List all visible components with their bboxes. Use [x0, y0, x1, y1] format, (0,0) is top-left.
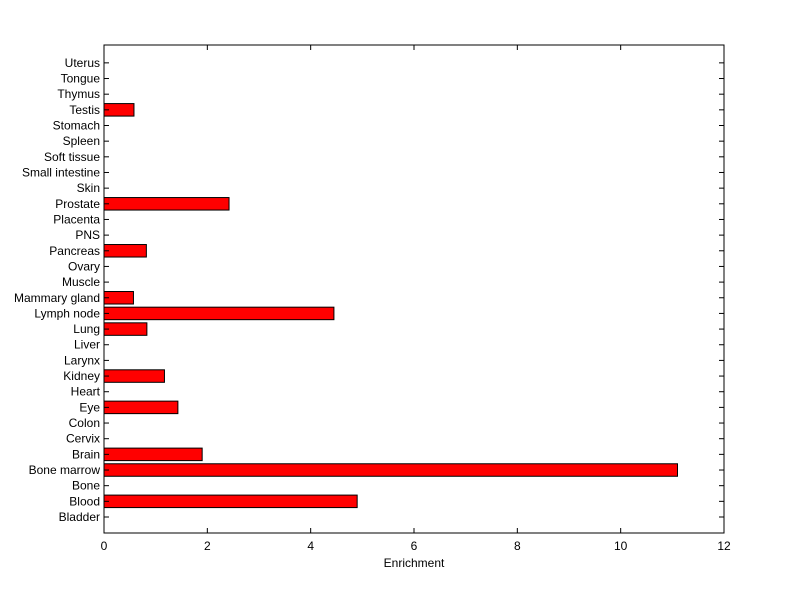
bar-blood — [103, 494, 358, 509]
bar-prostate — [103, 197, 230, 211]
y-tick-label: Bone marrow — [29, 463, 101, 477]
y-tick-label: Soft tissue — [44, 150, 100, 164]
bar-kidney — [103, 369, 165, 383]
plot-frame — [103, 44, 725, 534]
x-tick-label: 10 — [614, 539, 628, 553]
y-tick-label: Brain — [72, 447, 100, 461]
y-tick-label: Mammary gland — [14, 291, 100, 305]
bar-bone-marrow — [103, 463, 678, 477]
bar-lung — [103, 322, 148, 336]
bar-brain — [103, 447, 203, 462]
y-tick-label: Pancreas — [49, 244, 100, 258]
bar-lymph-node — [103, 306, 335, 321]
bar-eye — [103, 400, 179, 415]
x-tick-label: 4 — [307, 539, 314, 553]
x-axis-ticks: 0 2 4 6 8 10 12 — [101, 45, 731, 553]
bar-pancreas — [103, 244, 147, 258]
y-tick-label: Small intestine — [22, 165, 100, 179]
x-tick-label: 6 — [411, 539, 418, 553]
y-tick-label: Stomach — [53, 119, 100, 133]
y-tick-label: Kidney — [63, 369, 100, 383]
x-axis-label: Enrichment — [384, 556, 445, 570]
y-tick-label: Lung — [73, 322, 100, 336]
y-tick-label: Uterus — [65, 56, 100, 70]
y-tick-label: Colon — [69, 416, 100, 430]
y-tick-label: Tongue — [61, 72, 101, 86]
y-tick-label: Muscle — [62, 275, 100, 289]
y-tick-label: Lymph node — [34, 306, 100, 320]
y-tick-label: Ovary — [68, 259, 100, 273]
plot-background — [104, 45, 724, 533]
y-tick-label: Eye — [79, 400, 100, 414]
y-tick-label: Thymus — [57, 87, 100, 101]
y-tick-label: Larynx — [64, 353, 100, 367]
y-tick-label: Cervix — [66, 432, 100, 446]
y-tick-label: Blood — [69, 494, 100, 508]
y-tick-label: Bladder — [59, 510, 100, 524]
y-tick-label: Testis — [69, 103, 100, 117]
y-tick-label: Liver — [74, 338, 100, 352]
x-tick-label: 0 — [101, 539, 108, 553]
x-tick-label: 12 — [717, 539, 731, 553]
y-tick-label: Placenta — [53, 212, 100, 226]
y-tick-label: PNS — [75, 228, 100, 242]
y-tick-label: Bone — [72, 479, 100, 493]
x-tick-label: 8 — [514, 539, 521, 553]
y-tick-label: Heart — [71, 385, 101, 399]
x-tick-label: 2 — [204, 539, 211, 553]
y-tick-label: Spleen — [63, 134, 100, 148]
y-tick-label: Prostate — [55, 197, 100, 211]
y-tick-label: Skin — [77, 181, 100, 195]
